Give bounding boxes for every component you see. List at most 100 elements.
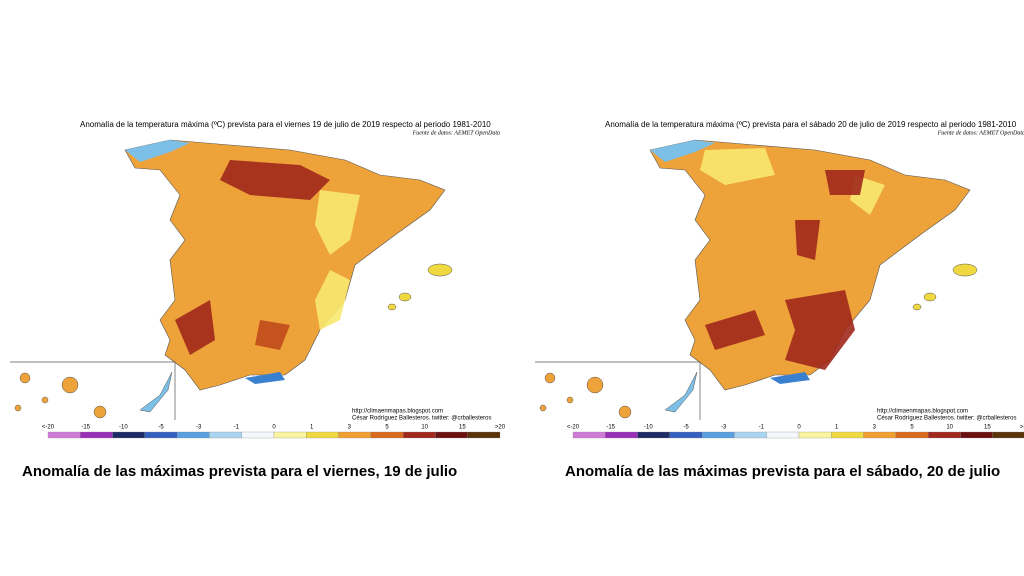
canary-island (618, 405, 632, 419)
legend-swatch (572, 431, 606, 439)
legend-swatch (241, 431, 275, 439)
canary-island (41, 396, 49, 404)
legend-label: -10 (119, 425, 128, 431)
anomaly-area (700, 148, 775, 185)
map-source: Fuente de datos: AEMET OpenData (412, 130, 500, 136)
legend-label: 5 (385, 425, 389, 431)
legend-swatch (338, 431, 372, 439)
south-coast-cool (770, 372, 810, 384)
legend-swatch (701, 431, 735, 439)
anomaly-area (175, 300, 215, 355)
legend-swatch (992, 431, 1024, 439)
legend-swatch (112, 431, 146, 439)
canary-island (566, 396, 574, 404)
map-title: Anomalía de la temperatura máxima (ºC) p… (605, 120, 1017, 129)
north-coast-cool (650, 140, 715, 162)
anomaly-area (705, 310, 765, 350)
anomaly-area (255, 320, 290, 350)
legend-label: 0 (797, 425, 801, 431)
map-url: http://climaenmapas.blogspot.com (877, 409, 968, 415)
legend-swatch (863, 431, 897, 439)
island (387, 303, 397, 311)
legend-swatch (144, 431, 178, 439)
legend-swatch (467, 431, 501, 439)
legend-label: <-20 (567, 425, 580, 431)
legend-swatch (798, 431, 832, 439)
legend-label: >20 (495, 425, 506, 431)
canary-island (539, 404, 547, 412)
canary-island (93, 405, 107, 419)
anomaly-area (795, 220, 820, 260)
legend-label: 3 (348, 425, 352, 431)
legend-label: -10 (644, 425, 653, 431)
legend-swatch (47, 431, 81, 439)
map-title: Anomalía de la temperatura máxima (ºC) p… (80, 120, 491, 129)
anomaly-area (220, 160, 330, 200)
legend-swatch (831, 431, 864, 439)
anomaly-area (785, 290, 855, 370)
island (398, 292, 412, 302)
legend-label: 0 (272, 425, 276, 431)
canary-island (544, 372, 556, 384)
legend-swatch (605, 431, 638, 439)
legend-swatch (80, 431, 113, 439)
legend-label: >20 (1020, 425, 1024, 431)
legend-swatch (734, 431, 767, 439)
legend-label: 3 (873, 425, 877, 431)
legend-label: -15 (81, 425, 90, 431)
legend-label: -3 (721, 425, 727, 431)
canary-island (14, 404, 22, 412)
legend-label: 10 (946, 425, 953, 431)
island (427, 263, 453, 277)
anomaly-area (315, 270, 350, 330)
legend-swatch (960, 431, 993, 439)
canary-island (19, 372, 31, 384)
map-panel: Anomalía de la temperatura máxima (ºC) p… (10, 120, 506, 480)
island (952, 263, 978, 277)
island (912, 303, 922, 311)
island (923, 292, 937, 302)
caption: Anomalía de las máximas prevista para el… (22, 463, 457, 480)
map-panel: Anomalía de la temperatura máxima (ºC) p… (535, 120, 1024, 480)
legend-label: 1 (835, 425, 839, 431)
legend-swatch (895, 431, 929, 439)
legend-label: 15 (459, 425, 466, 431)
legend-swatch (402, 431, 436, 439)
legend-swatch (273, 431, 307, 439)
legend-swatch (306, 431, 339, 439)
legend-label: -5 (683, 425, 689, 431)
legend-swatch (209, 431, 242, 439)
caption: Anomalía de las máximas prevista para el… (565, 463, 1000, 480)
legend-swatch (435, 431, 468, 439)
legend-swatch (766, 431, 800, 439)
map-url: http://climaenmapas.blogspot.com (352, 409, 443, 415)
legend-label: <-20 (42, 425, 55, 431)
legend-swatch (637, 431, 671, 439)
canary-island (139, 371, 173, 413)
anomaly-area (315, 190, 360, 255)
legend-swatch (370, 431, 404, 439)
canary-inset-frame (10, 361, 176, 420)
legend-label: 5 (910, 425, 914, 431)
legend-swatch (927, 431, 961, 439)
north-coast-cool (125, 140, 190, 162)
legend-label: 10 (421, 425, 428, 431)
legend-label: 15 (984, 425, 991, 431)
canary-island (664, 371, 698, 413)
legend-swatch (669, 431, 703, 439)
south-coast-cool (245, 372, 285, 384)
canary-inset-frame (535, 361, 701, 420)
anomaly-area (825, 170, 865, 195)
legend-label: 1 (310, 425, 314, 431)
legend-label: -5 (158, 425, 164, 431)
legend-label: -15 (606, 425, 615, 431)
canary-island (61, 376, 79, 394)
legend-swatch (176, 431, 210, 439)
map-source: Fuente de datos: AEMET OpenData (937, 130, 1024, 136)
map-credit: César Rodríguez Ballesteros. twitter: @c… (877, 416, 1016, 422)
legend-label: -3 (196, 425, 202, 431)
legend-label: -1 (234, 425, 240, 431)
legend-label: -1 (759, 425, 765, 431)
map-credit: César Rodríguez Ballesteros. twitter: @c… (352, 416, 491, 422)
